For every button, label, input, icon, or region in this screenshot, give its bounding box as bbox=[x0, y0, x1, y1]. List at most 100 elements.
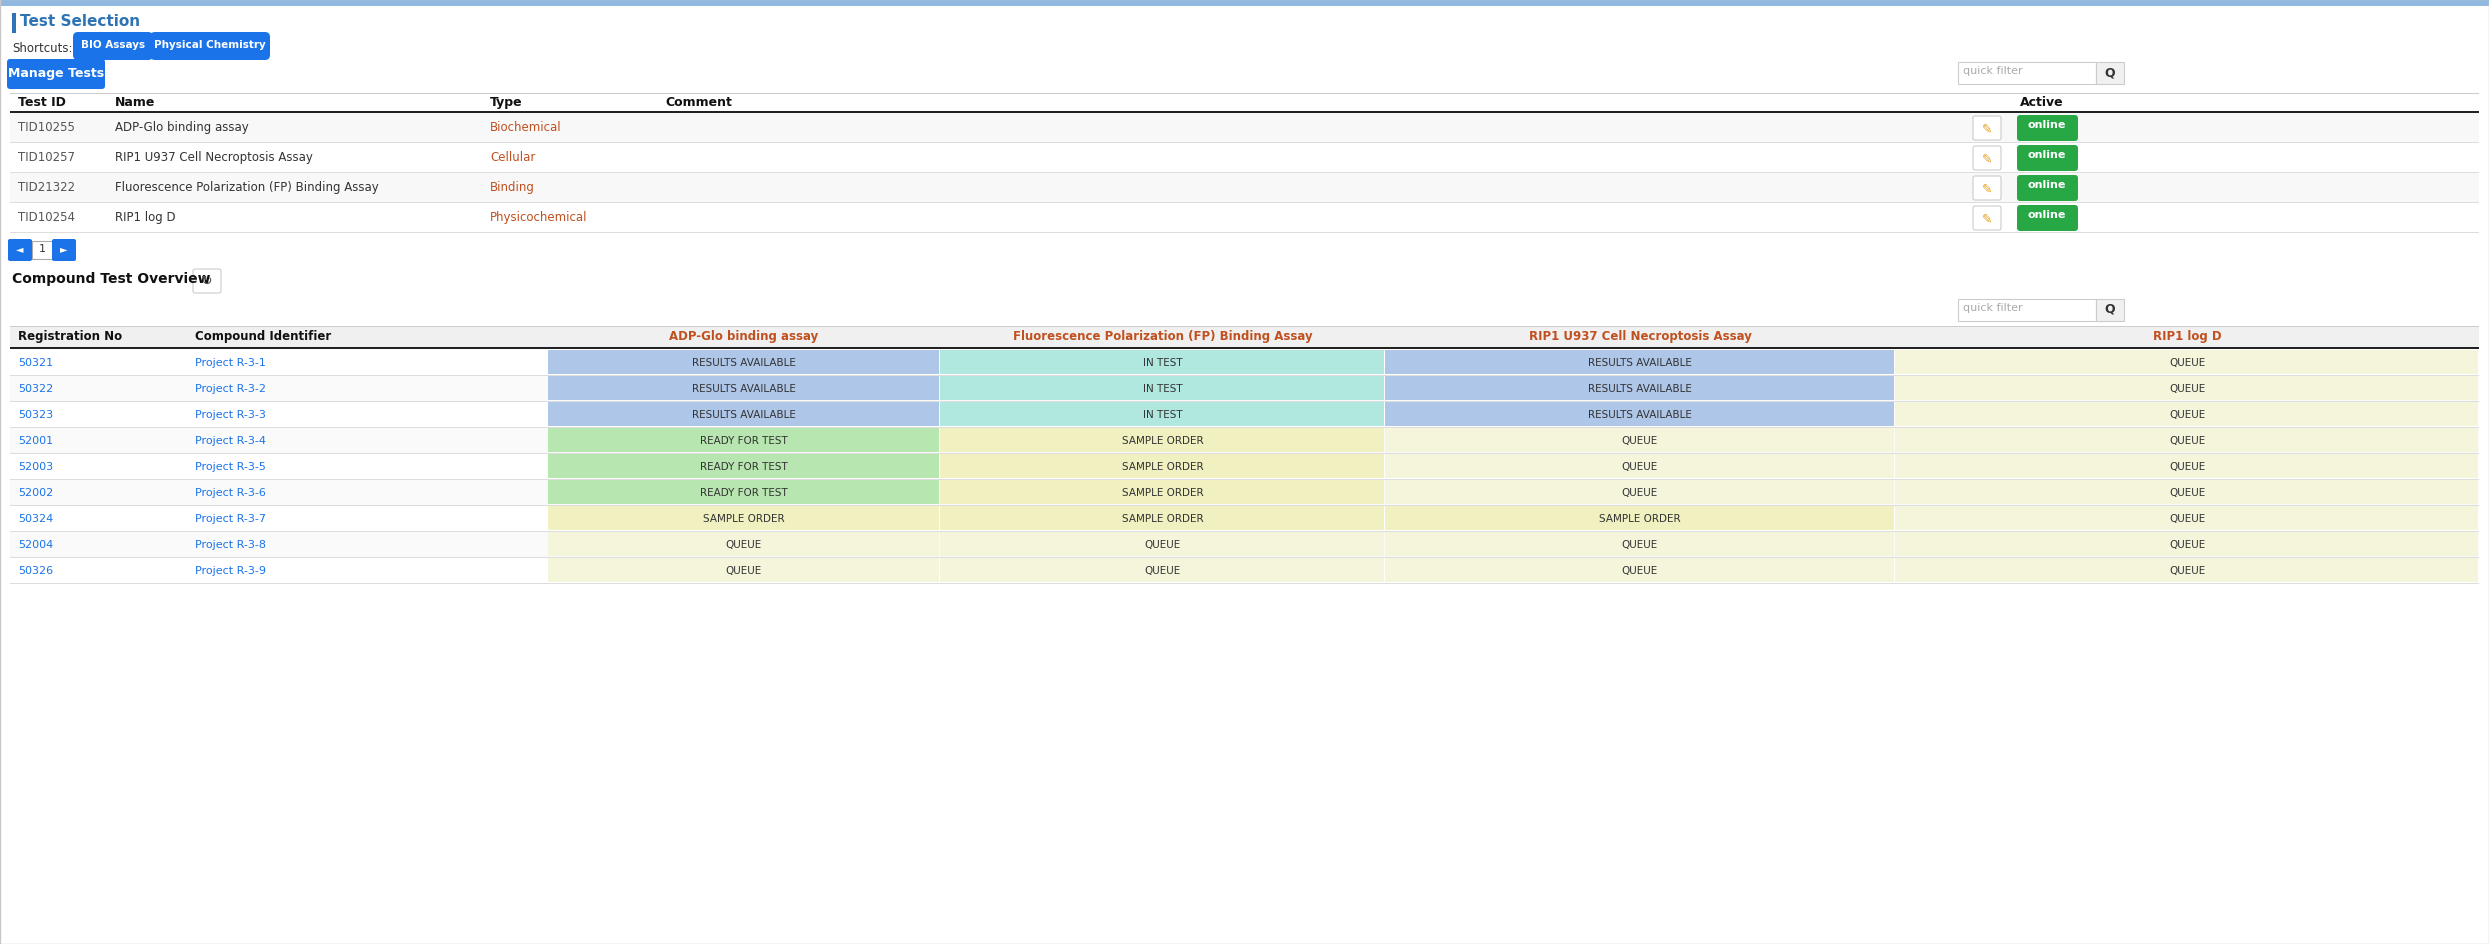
Text: 52004: 52004 bbox=[17, 539, 52, 549]
Text: online: online bbox=[2029, 150, 2066, 160]
Text: TID10254: TID10254 bbox=[17, 211, 75, 224]
Text: READY FOR TEST: READY FOR TEST bbox=[699, 435, 789, 446]
Text: Compound Test Overview: Compound Test Overview bbox=[12, 272, 212, 286]
Bar bbox=[10, 505, 2479, 531]
Text: QUEUE: QUEUE bbox=[1145, 539, 1180, 549]
Bar bbox=[1894, 532, 2479, 556]
Text: Cellular: Cellular bbox=[490, 151, 535, 164]
Text: 52002: 52002 bbox=[17, 487, 52, 497]
Bar bbox=[1384, 532, 1894, 556]
Text: Fluorescence Polarization (FP) Binding Assay: Fluorescence Polarization (FP) Binding A… bbox=[114, 181, 378, 194]
Text: QUEUE: QUEUE bbox=[1623, 565, 1658, 576]
Bar bbox=[941, 429, 1384, 452]
Bar bbox=[1894, 507, 2479, 531]
Text: RESULTS AVAILABLE: RESULTS AVAILABLE bbox=[1588, 358, 1693, 367]
Bar bbox=[1894, 480, 2479, 504]
Text: SAMPLE ORDER: SAMPLE ORDER bbox=[1123, 487, 1202, 497]
Bar bbox=[10, 112, 2479, 113]
Text: QUEUE: QUEUE bbox=[1145, 565, 1180, 576]
Text: ✎: ✎ bbox=[1981, 152, 1991, 165]
Bar bbox=[0, 0, 2489, 7]
Text: IN TEST: IN TEST bbox=[1142, 383, 1182, 394]
Text: QUEUE: QUEUE bbox=[1623, 487, 1658, 497]
Text: QUEUE: QUEUE bbox=[2168, 539, 2205, 549]
FancyBboxPatch shape bbox=[7, 59, 105, 90]
Text: Project R-3-5: Project R-3-5 bbox=[194, 462, 266, 471]
Text: online: online bbox=[2029, 210, 2066, 220]
Bar bbox=[941, 350, 1384, 375]
Bar bbox=[10, 349, 2479, 376]
Text: 50324: 50324 bbox=[17, 514, 52, 523]
Text: Binding: Binding bbox=[490, 181, 535, 194]
Text: QUEUE: QUEUE bbox=[727, 539, 762, 549]
Bar bbox=[10, 347, 2479, 349]
Bar bbox=[10, 453, 2479, 480]
Text: 50326: 50326 bbox=[17, 565, 52, 576]
Bar bbox=[10, 114, 2479, 143]
Text: QUEUE: QUEUE bbox=[1623, 435, 1658, 446]
Bar bbox=[1959, 299, 2096, 322]
Bar bbox=[1384, 559, 1894, 582]
Text: ◄: ◄ bbox=[17, 244, 25, 254]
Text: ADP-Glo binding assay: ADP-Glo binding assay bbox=[114, 121, 249, 134]
Text: 50322: 50322 bbox=[17, 383, 52, 394]
Text: Compound Identifier: Compound Identifier bbox=[194, 329, 331, 343]
Text: QUEUE: QUEUE bbox=[2168, 565, 2205, 576]
Bar bbox=[941, 454, 1384, 479]
Bar bbox=[10, 557, 2479, 583]
Text: SAMPLE ORDER: SAMPLE ORDER bbox=[1123, 514, 1202, 523]
Bar bbox=[941, 559, 1384, 582]
Text: online: online bbox=[2029, 120, 2066, 130]
Text: Physicochemical: Physicochemical bbox=[490, 211, 587, 224]
Text: QUEUE: QUEUE bbox=[2168, 383, 2205, 394]
Bar bbox=[10, 428, 2479, 453]
FancyBboxPatch shape bbox=[2016, 116, 2078, 142]
Text: 52003: 52003 bbox=[17, 462, 52, 471]
Bar bbox=[10, 174, 2479, 203]
Text: QUEUE: QUEUE bbox=[2168, 487, 2205, 497]
Text: ↻: ↻ bbox=[202, 274, 214, 288]
Text: quick filter: quick filter bbox=[1964, 66, 2024, 76]
Bar bbox=[10, 328, 2479, 347]
Text: Active: Active bbox=[2021, 96, 2063, 109]
Bar bbox=[941, 377, 1384, 400]
Text: READY FOR TEST: READY FOR TEST bbox=[699, 462, 789, 471]
Bar bbox=[1384, 350, 1894, 375]
Text: Project R-3-7: Project R-3-7 bbox=[194, 514, 266, 523]
Text: QUEUE: QUEUE bbox=[2168, 435, 2205, 446]
Text: RESULTS AVAILABLE: RESULTS AVAILABLE bbox=[692, 358, 796, 367]
FancyBboxPatch shape bbox=[2016, 206, 2078, 232]
Text: TID10257: TID10257 bbox=[17, 151, 75, 164]
Text: RESULTS AVAILABLE: RESULTS AVAILABLE bbox=[1588, 383, 1693, 394]
Text: 50323: 50323 bbox=[17, 410, 52, 419]
Bar bbox=[548, 507, 938, 531]
Bar bbox=[1384, 377, 1894, 400]
FancyBboxPatch shape bbox=[1974, 177, 2001, 201]
Bar bbox=[1384, 480, 1894, 504]
Bar bbox=[548, 402, 938, 427]
Bar bbox=[10, 480, 2479, 505]
Text: IN TEST: IN TEST bbox=[1142, 358, 1182, 367]
Bar bbox=[10, 401, 2479, 428]
Text: Project R-3-9: Project R-3-9 bbox=[194, 565, 266, 576]
Bar bbox=[1384, 507, 1894, 531]
FancyBboxPatch shape bbox=[1974, 147, 2001, 171]
Text: RIP1 log D: RIP1 log D bbox=[2153, 329, 2220, 343]
Bar bbox=[10, 204, 2479, 233]
Text: RIP1 U937 Cell Necroptosis Assay: RIP1 U937 Cell Necroptosis Assay bbox=[114, 151, 314, 164]
Text: SAMPLE ORDER: SAMPLE ORDER bbox=[1123, 462, 1202, 471]
Text: READY FOR TEST: READY FOR TEST bbox=[699, 487, 789, 497]
Text: 50321: 50321 bbox=[17, 358, 52, 367]
Bar bbox=[32, 242, 52, 260]
Text: QUEUE: QUEUE bbox=[2168, 462, 2205, 471]
Bar bbox=[548, 454, 938, 479]
Text: QUEUE: QUEUE bbox=[1623, 539, 1658, 549]
Bar bbox=[1894, 377, 2479, 400]
Text: 52001: 52001 bbox=[17, 435, 52, 446]
Text: Shortcuts:: Shortcuts: bbox=[12, 42, 72, 55]
Text: Test Selection: Test Selection bbox=[20, 14, 139, 29]
Text: Registration No: Registration No bbox=[17, 329, 122, 343]
Text: Name: Name bbox=[114, 96, 154, 109]
Bar bbox=[548, 350, 938, 375]
Bar bbox=[1384, 429, 1894, 452]
